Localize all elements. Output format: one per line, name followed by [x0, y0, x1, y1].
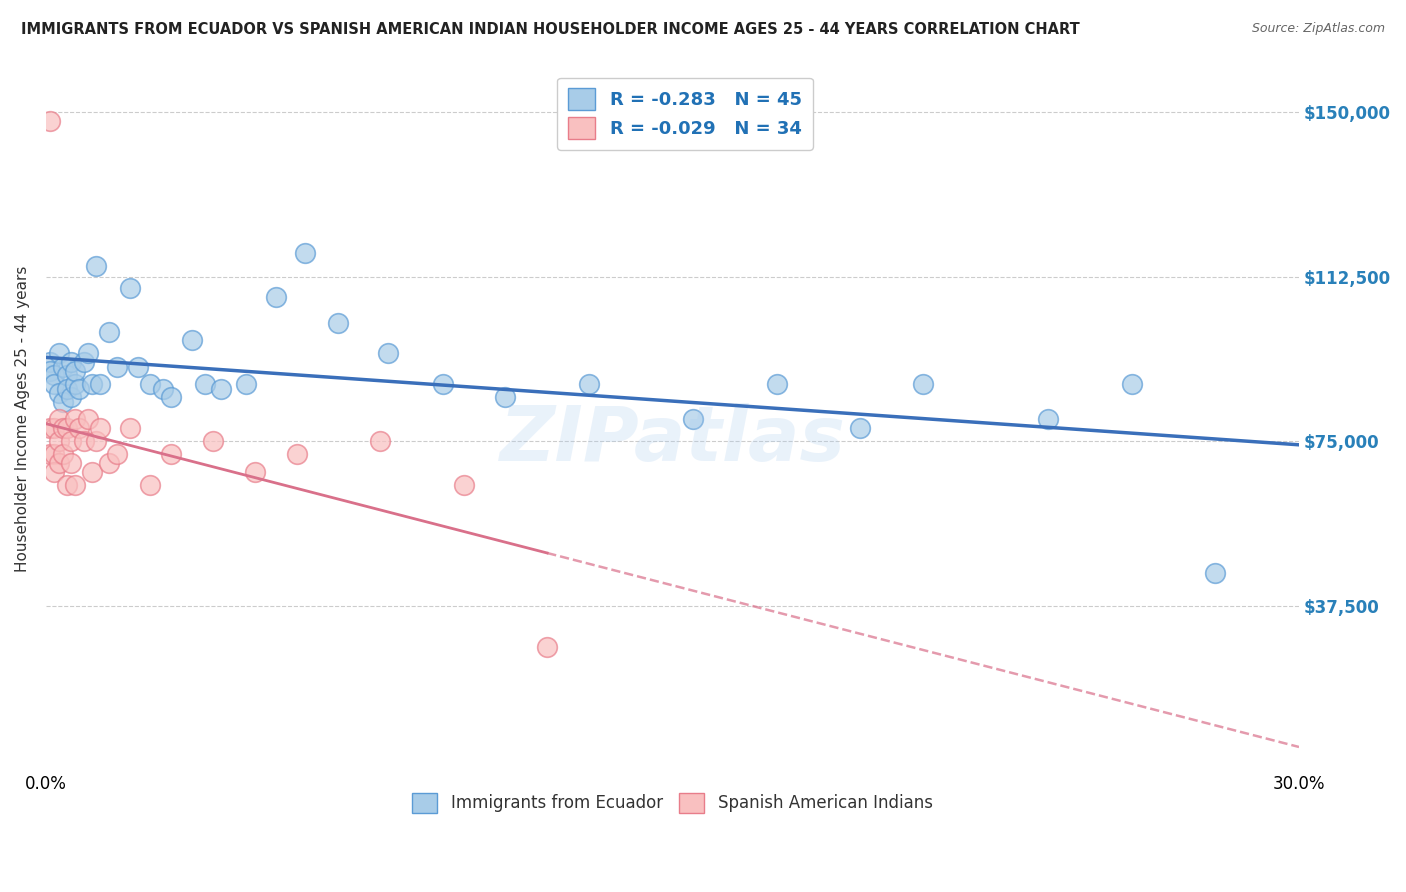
- Point: [89, 421, 111, 435]
- Point: [202, 434, 225, 449]
- Point: [67, 421, 90, 435]
- Point: [48, 346, 70, 360]
- Point: [264, 289, 287, 303]
- Point: [152, 382, 174, 396]
- Point: [48, 456, 70, 470]
- Point: [44, 447, 66, 461]
- Point: [60, 456, 83, 470]
- Point: [76, 412, 98, 426]
- Point: [52, 447, 75, 461]
- Point: [494, 390, 516, 404]
- Point: [48, 434, 70, 449]
- Point: [56, 478, 79, 492]
- Point: [84, 259, 107, 273]
- Point: [44, 377, 66, 392]
- Point: [285, 447, 308, 461]
- Point: [72, 355, 94, 369]
- Point: [39, 447, 62, 461]
- Point: [72, 434, 94, 449]
- Y-axis label: Householder Income Ages 25 - 44 years: Householder Income Ages 25 - 44 years: [15, 266, 30, 573]
- Point: [52, 421, 75, 435]
- Point: [56, 368, 79, 383]
- Point: [1204, 566, 1226, 580]
- Point: [48, 386, 70, 401]
- Point: [453, 478, 475, 492]
- Point: [52, 359, 75, 374]
- Point: [44, 465, 66, 479]
- Point: [160, 390, 183, 404]
- Point: [127, 359, 149, 374]
- Point: [39, 355, 62, 369]
- Point: [76, 346, 98, 360]
- Point: [243, 465, 266, 479]
- Point: [63, 377, 86, 392]
- Point: [105, 359, 128, 374]
- Point: [67, 382, 90, 396]
- Point: [39, 364, 62, 378]
- Point: [56, 382, 79, 396]
- Point: [39, 421, 62, 435]
- Point: [432, 377, 454, 392]
- Point: [56, 421, 79, 435]
- Point: [209, 382, 232, 396]
- Point: [48, 412, 70, 426]
- Point: [377, 346, 399, 360]
- Point: [766, 377, 789, 392]
- Text: IMMIGRANTS FROM ECUADOR VS SPANISH AMERICAN INDIAN HOUSEHOLDER INCOME AGES 25 - : IMMIGRANTS FROM ECUADOR VS SPANISH AMERI…: [21, 22, 1080, 37]
- Point: [105, 447, 128, 461]
- Text: ZIPatlas: ZIPatlas: [499, 403, 845, 477]
- Point: [60, 434, 83, 449]
- Point: [44, 368, 66, 383]
- Point: [97, 325, 120, 339]
- Point: [294, 245, 316, 260]
- Point: [194, 377, 217, 392]
- Text: Source: ZipAtlas.com: Source: ZipAtlas.com: [1251, 22, 1385, 36]
- Point: [63, 412, 86, 426]
- Point: [139, 377, 162, 392]
- Point: [80, 377, 103, 392]
- Legend: Immigrants from Ecuador, Spanish American Indians: Immigrants from Ecuador, Spanish America…: [401, 781, 945, 825]
- Point: [60, 355, 83, 369]
- Point: [578, 377, 600, 392]
- Point: [536, 640, 558, 655]
- Point: [52, 394, 75, 409]
- Point: [912, 377, 935, 392]
- Point: [39, 114, 62, 128]
- Point: [682, 412, 704, 426]
- Point: [63, 478, 86, 492]
- Point: [89, 377, 111, 392]
- Point: [181, 334, 204, 348]
- Point: [63, 364, 86, 378]
- Point: [118, 421, 141, 435]
- Point: [44, 421, 66, 435]
- Point: [97, 456, 120, 470]
- Point: [160, 447, 183, 461]
- Point: [139, 478, 162, 492]
- Point: [235, 377, 257, 392]
- Point: [80, 465, 103, 479]
- Point: [60, 390, 83, 404]
- Point: [118, 281, 141, 295]
- Point: [368, 434, 391, 449]
- Point: [1121, 377, 1143, 392]
- Point: [84, 434, 107, 449]
- Point: [328, 316, 350, 330]
- Point: [849, 421, 872, 435]
- Point: [1038, 412, 1060, 426]
